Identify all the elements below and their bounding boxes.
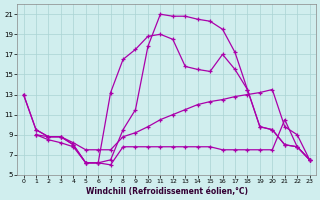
X-axis label: Windchill (Refroidissement éolien,°C): Windchill (Refroidissement éolien,°C) bbox=[85, 187, 248, 196]
